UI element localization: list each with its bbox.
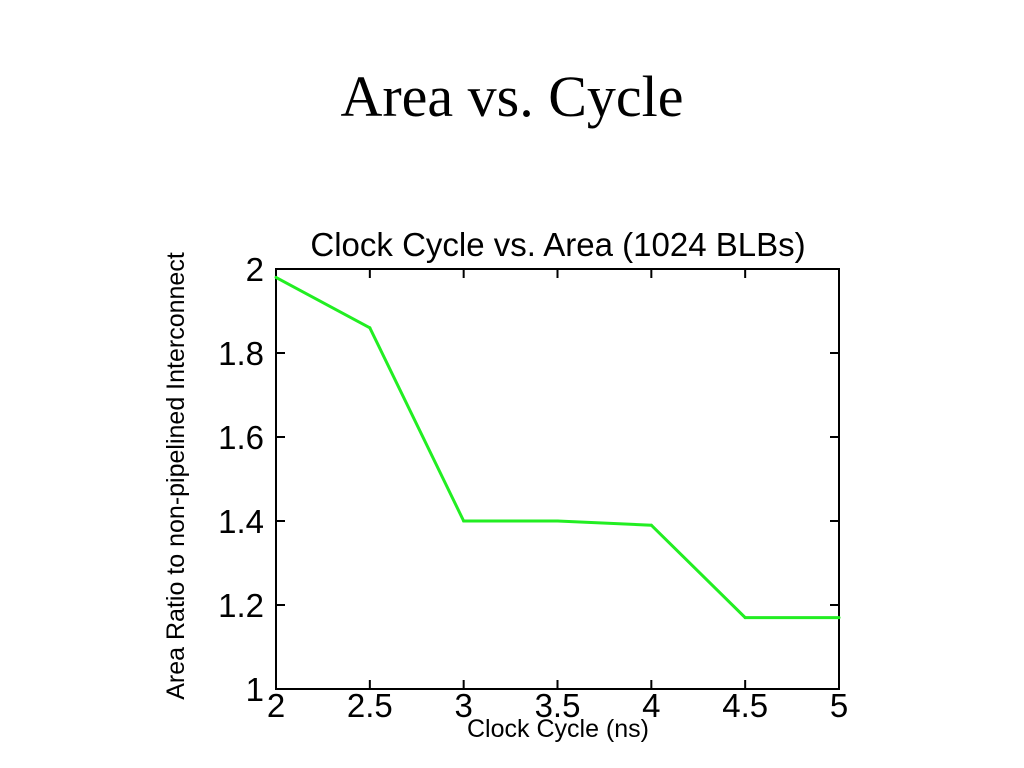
data-point [556,519,559,523]
plot-area-frame [275,268,840,690]
axis-ticks [275,268,840,690]
x-tick-label: 4 [642,687,660,724]
y-tick-label: 1.4 [218,503,264,540]
y-tick-label: 1 [246,671,264,708]
x-tick-label: 3.5 [535,687,581,724]
y-tick-label: 1.8 [218,335,264,372]
data-point [743,616,747,620]
data-point [649,523,653,527]
y-axis-label: Area Ratio to non-pipelined Interconnect [162,252,190,700]
data-point [368,326,372,330]
x-tick-label: 4.5 [722,687,768,724]
axis-tick-labels: 2 2.5 3 3.5 4 4.5 5 1 1.2 1.4 1.6 1.8 2 [218,251,848,724]
series-layer [274,275,841,620]
x-tick-label: 2 [267,687,285,724]
series-line-0 [275,276,839,620]
data-point [837,616,841,620]
data-point [462,519,466,523]
data-point [274,275,278,279]
x-axis-label: Clock Cycle (ns) [467,715,649,743]
y-tick-label: 1.6 [218,419,264,456]
slide-title: Area vs. Cycle [340,64,684,129]
y-tick-label: 2 [246,251,264,288]
y-tick-label: 1.2 [218,587,264,624]
x-tick-label: 3 [454,687,472,724]
x-tick-label: 5 [830,687,848,724]
x-tick-label: 2.5 [347,687,393,724]
chart-title: Clock Cycle vs. Area (1024 BLBs) [310,226,805,263]
